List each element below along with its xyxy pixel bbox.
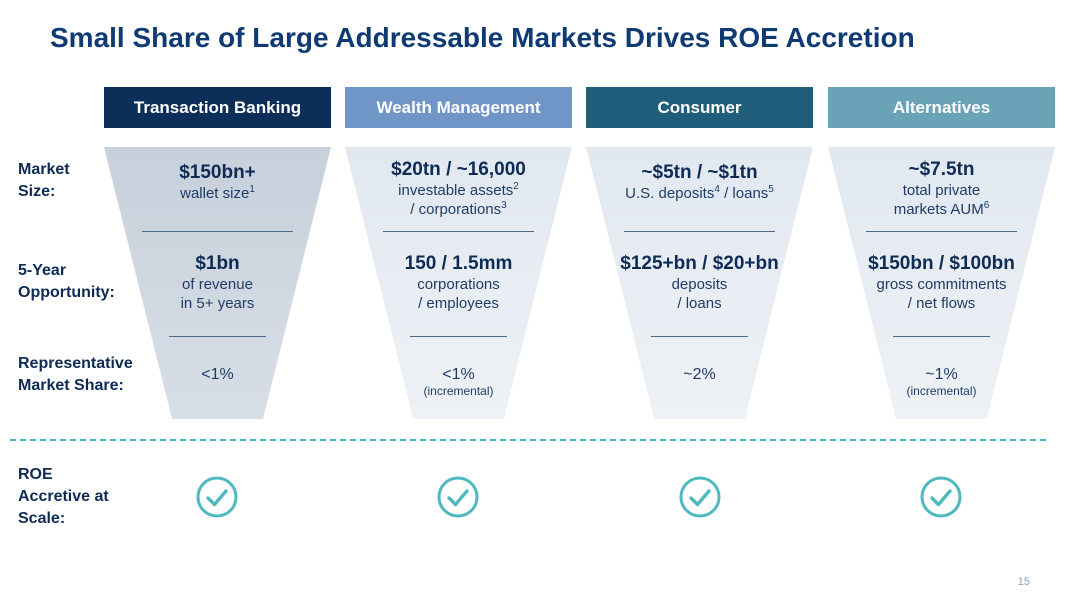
opportunity-value: $125+bn / $20+bn (586, 252, 813, 275)
row-label-roe: ROE Accretive at Scale: (18, 464, 109, 530)
page-title: Small Share of Large Addressable Markets… (50, 22, 915, 54)
opportunity-desc: / loans (586, 294, 813, 313)
check-circle-icon (679, 476, 721, 518)
share-wealth-management: <1% (incremental) (345, 365, 572, 399)
divider (893, 336, 990, 337)
market-size-consumer: ~$5tn / ~$1tn U.S. deposits4 / loans5 (586, 161, 813, 203)
market-size-wealth-management: $20tn / ~16,000 investable assets2 / cor… (345, 158, 572, 219)
header-consumer: Consumer (586, 87, 813, 128)
market-size-desc-text: markets AUM (894, 201, 984, 218)
market-size-desc-text: wallet size (180, 185, 249, 202)
opportunity-desc: of revenue (104, 275, 331, 294)
share-value: ~1% (828, 365, 1055, 384)
share-alternatives: ~1% (incremental) (828, 365, 1055, 399)
opportunity-value: $150bn / $100bn (828, 252, 1055, 275)
row-label-line: ROE (18, 464, 109, 486)
share-value: <1% (104, 365, 331, 384)
footnote-marker: 2 (513, 181, 519, 192)
row-label-line: Size: (18, 181, 70, 203)
divider (410, 336, 507, 337)
row-label-line: Opportunity: (18, 282, 115, 304)
market-size-desc-text: U.S. deposits (625, 185, 714, 202)
market-size-desc: wallet size1 (104, 184, 331, 203)
opportunity-alternatives: $150bn / $100bn gross commitments / net … (828, 252, 1055, 313)
market-size-desc: total private (828, 181, 1055, 200)
header-alternatives: Alternatives (828, 87, 1055, 128)
dashed-separator (10, 439, 1046, 441)
divider (651, 336, 748, 337)
share-transaction-banking: <1% (104, 365, 331, 384)
footnote-marker: 6 (984, 200, 990, 211)
row-label-market-size: Market Size: (18, 159, 70, 203)
opportunity-value: 150 / 1.5mm (345, 252, 572, 275)
row-label-line: Market (18, 159, 70, 181)
market-size-desc: U.S. deposits4 / loans5 (586, 184, 813, 203)
opportunity-transaction-banking: $1bn of revenue in 5+ years (104, 252, 331, 313)
row-label-line: Accretive at (18, 486, 109, 508)
market-size-value: ~$5tn / ~$1tn (586, 161, 813, 184)
opportunity-wealth-management: 150 / 1.5mm corporations / employees (345, 252, 572, 313)
row-label-line: 5-Year (18, 260, 115, 282)
share-note: (incremental) (345, 384, 572, 399)
share-value: <1% (345, 365, 572, 384)
opportunity-consumer: $125+bn / $20+bn deposits / loans (586, 252, 813, 313)
market-size-value: ~$7.5tn (828, 158, 1055, 181)
footnote-marker: 1 (249, 184, 255, 195)
divider (624, 231, 775, 232)
market-size-desc: / corporations3 (345, 200, 572, 219)
opportunity-desc: corporations (345, 275, 572, 294)
market-size-desc-text: / corporations (410, 201, 501, 218)
opportunity-desc: / net flows (828, 294, 1055, 313)
market-size-desc: markets AUM6 (828, 200, 1055, 219)
check-circle-icon (437, 476, 479, 518)
header-transaction-banking: Transaction Banking (104, 87, 331, 128)
market-size-transaction-banking: $150bn+ wallet size1 (104, 161, 331, 203)
share-note: (incremental) (828, 384, 1055, 399)
opportunity-desc: / employees (345, 294, 572, 313)
footnote-marker: 5 (768, 184, 774, 195)
share-value: ~2% (586, 365, 813, 384)
header-wealth-management: Wealth Management (345, 87, 572, 128)
divider (142, 231, 293, 232)
footnote-marker: 3 (501, 200, 507, 211)
market-size-alternatives: ~$7.5tn total private markets AUM6 (828, 158, 1055, 219)
opportunity-desc: gross commitments (828, 275, 1055, 294)
check-circle-icon (196, 476, 238, 518)
market-size-desc-text: / loans (720, 185, 768, 202)
market-size-desc-text: investable assets (398, 182, 513, 199)
divider (169, 336, 266, 337)
market-size-value: $150bn+ (104, 161, 331, 184)
row-label-line: Scale: (18, 508, 109, 530)
divider (866, 231, 1017, 232)
market-size-desc: investable assets2 (345, 181, 572, 200)
page-number: 15 (1018, 576, 1030, 588)
opportunity-desc: in 5+ years (104, 294, 331, 313)
opportunity-desc: deposits (586, 275, 813, 294)
market-size-value: $20tn / ~16,000 (345, 158, 572, 181)
opportunity-value: $1bn (104, 252, 331, 275)
divider (383, 231, 534, 232)
share-consumer: ~2% (586, 365, 813, 384)
row-label-five-year: 5-Year Opportunity: (18, 260, 115, 304)
check-circle-icon (920, 476, 962, 518)
